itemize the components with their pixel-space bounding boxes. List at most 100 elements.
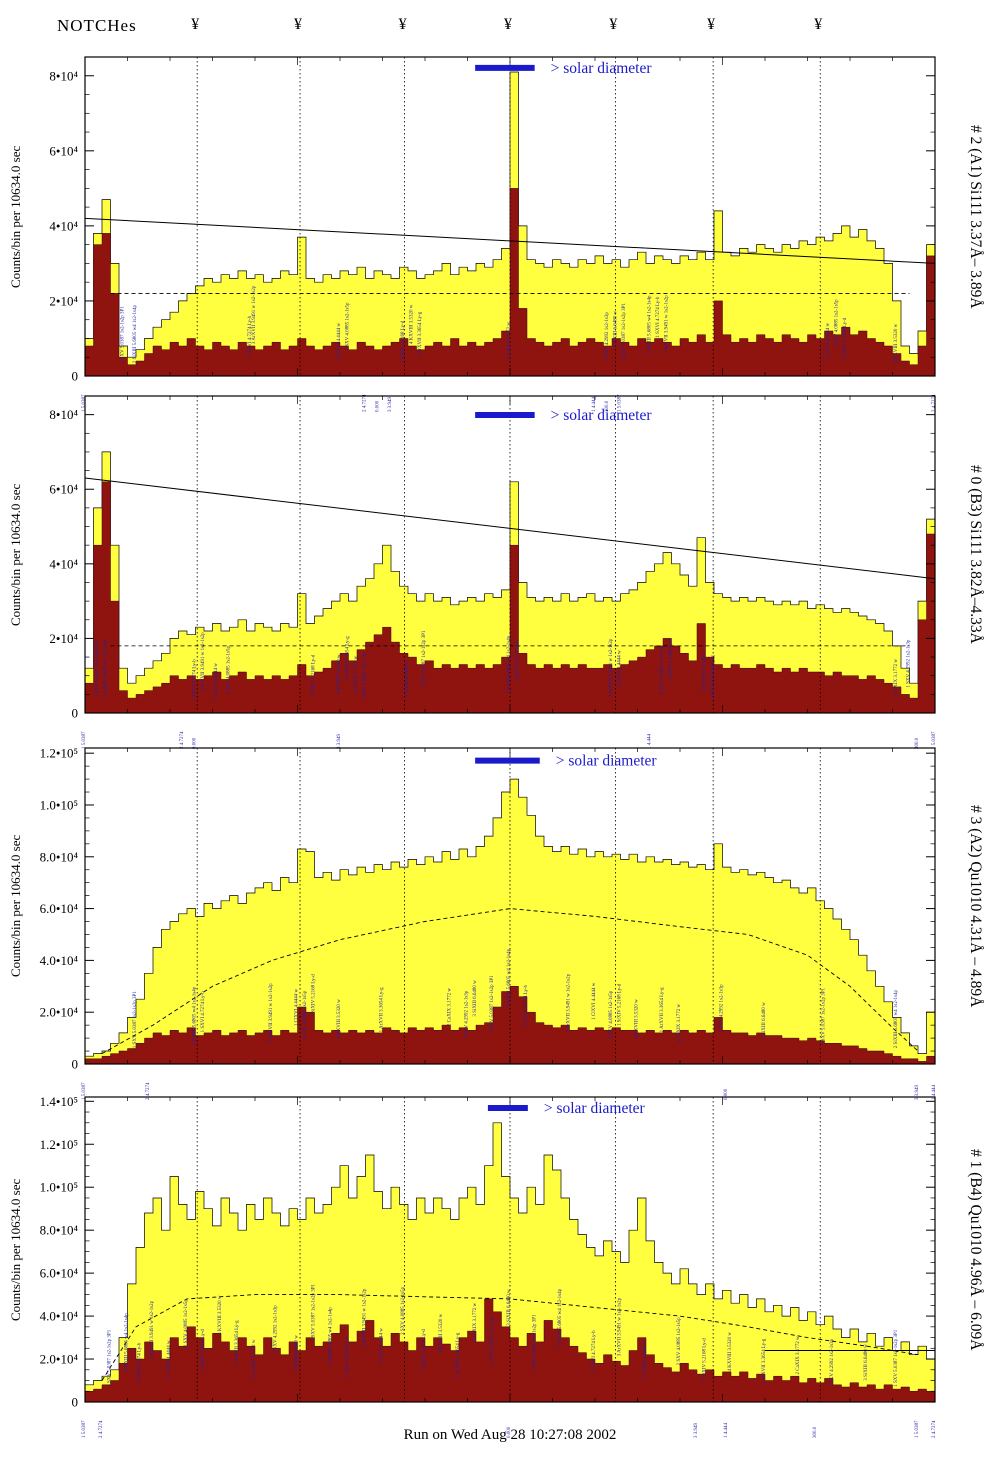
sub-axis-annotation: 2 4.7274 bbox=[99, 1420, 104, 1438]
line-id-annotation: 1 SXVI 4.7274 Ly-b bbox=[656, 296, 661, 338]
line-id-annotation: 2 CaXIX 3.1772 w bbox=[448, 988, 453, 1026]
line-id-annotation: 1 SXV 4.2992 1s2-1s3p bbox=[605, 312, 610, 360]
histogram-yellow-2 bbox=[84, 778, 936, 1065]
sub-axis-annotation: 300.0 bbox=[813, 1426, 818, 1438]
line-id-annotation: 3 SiXIII 6.6480 w bbox=[295, 1335, 300, 1372]
y-axis-title-3: Counts/bin per 10634.0 sec bbox=[8, 1178, 23, 1321]
line-id-annotation: 3 ArXVII 3.9491 w 1s2-1s2p bbox=[150, 1300, 155, 1359]
sub-axis-annotation: 2 4.7274 bbox=[180, 731, 185, 749]
line-id-annotation: 1 SXV 4.2992 1s2-1s3p bbox=[907, 639, 912, 687]
sub-axis-annotation: 0.000 bbox=[193, 737, 198, 749]
solar-diameter-label: > solar diameter bbox=[556, 753, 658, 770]
line-id-annotation: 1 ArXVII 3.3654 Ly-g bbox=[711, 655, 716, 700]
line-id-annotation: 3 SiXIII 6.6480 w bbox=[762, 1002, 767, 1039]
line-id-annotation: 4 KXVIII 3.5320 w bbox=[337, 654, 342, 694]
y-tick-label: 1.2•10⁵ bbox=[40, 1137, 78, 1152]
line-id-annotation: 3 ArXVII 3.9491 w 1s2-1s2p bbox=[618, 1297, 623, 1356]
envelope-curve bbox=[101, 908, 919, 1054]
line-id-annotation: 3 ArXVII 3.9491 w 1s2-1s2p bbox=[269, 983, 274, 1042]
line-id-annotation: 1 SXV 5.0387 1s2-1s2p 3P1 bbox=[822, 988, 827, 1045]
line-id-annotation: 2 SXV 4.0885 1s2-1s5p bbox=[303, 990, 308, 1038]
line-id-annotation: 1 SXV 4.2992 1s2-1s3p bbox=[273, 1305, 278, 1353]
line-id-annotation: 1 ClXVI 4.4444 w bbox=[618, 650, 623, 688]
line-id-annotation: 1 SiXIV 5.2168 Ly-d bbox=[703, 1338, 708, 1381]
notch-marker: ¥ bbox=[814, 16, 823, 33]
sub-axis-annotation: 2 4.7274 bbox=[146, 1082, 151, 1100]
line-id-annotation: 2 SiXIII 5.6805 w4 1s2-1s4p bbox=[507, 948, 512, 1007]
sub-axis-annotation: 1 4.444 bbox=[647, 734, 652, 750]
line-id-annotation: 2 CaXIX 3.1772 w bbox=[796, 1336, 801, 1374]
y-tick-label: 8•10⁴ bbox=[49, 407, 78, 422]
line-id-annotation: 1 SiXIV 5.2168 Ly-d bbox=[312, 974, 317, 1017]
line-id-annotation: 1 ClXVI 4.4444 w bbox=[592, 982, 597, 1020]
line-id-annotation: 1 ClXVI 4.4444 w bbox=[380, 1328, 385, 1366]
sub-axis-annotation: 0.000 bbox=[507, 1426, 512, 1438]
y-tick-label: 6•10⁴ bbox=[49, 143, 78, 158]
y-tick-label: 8.0•10⁴ bbox=[40, 849, 79, 864]
line-id-annotation: 2 SiXIII 5.6805 w4 1s2-1s4p bbox=[558, 1288, 563, 1347]
line-id-annotation: 1 SXVI 4.7274 Ly-b bbox=[201, 991, 206, 1033]
trend-line bbox=[84, 217, 936, 264]
notch-marker: ¥ bbox=[294, 16, 303, 33]
line-id-annotation: 4 KXVIII 3.5320 w bbox=[337, 999, 342, 1039]
y-tick-label: 0 bbox=[72, 369, 79, 384]
sub-axis-annotation: 300.0 bbox=[605, 400, 610, 412]
y-tick-label: 1.4•10⁵ bbox=[40, 1094, 78, 1109]
line-id-annotation: 1 SXV 5.0387 1s2-1s2p 3P1 bbox=[490, 975, 495, 1032]
line-id-annotation: 3 SiXIII 6.6480 w bbox=[473, 980, 478, 1017]
line-id-annotation: 3 SiXIII 6.6480 w bbox=[864, 1344, 869, 1381]
line-id-annotation: 2 SXV 4.0885 1s2-1s5p bbox=[660, 646, 665, 694]
line-id-annotation: 3 SiXIII 6.6480 w bbox=[507, 1289, 512, 1326]
sub-axis-annotation: 1 5.0387 bbox=[915, 1420, 920, 1438]
panel-3-right-label: # 1 (B4) Qu1010 4.96Å – 6.09Å bbox=[967, 1148, 984, 1351]
y-tick-label: 0 bbox=[72, 706, 79, 721]
y-tick-label: 2•10⁴ bbox=[49, 631, 78, 646]
run-timestamp: Run on Wed Aug 28 10:27:08 2002 bbox=[403, 1427, 617, 1443]
sub-axis-annotation: 1 4.444 bbox=[724, 1423, 729, 1439]
envelope-curve bbox=[101, 1294, 919, 1381]
solar-diameter-label: > solar diameter bbox=[544, 1100, 646, 1117]
notch-marker: ¥ bbox=[398, 16, 407, 33]
sub-axis-annotation: 1 5.0387 bbox=[932, 731, 937, 749]
sub-axis-annotation: 3 3.949 bbox=[337, 734, 342, 750]
line-id-annotation: 1 ClXVI 4.4444 w bbox=[826, 322, 831, 360]
line-id-annotation: 2 SiXIII 5.6805 w4 1s2-1s4p bbox=[894, 990, 899, 1049]
line-id-annotation: 4 KXVIII 3.5320 w bbox=[728, 1332, 733, 1372]
sub-axis-annotation: 1 5.0387 bbox=[618, 394, 623, 412]
spectrum-panel-2: 0 2.0•10⁴ 4.0•10⁴ 6.0•10⁴ 8.0•10⁴ 1.0•10⁵ 1.2•… bbox=[40, 746, 937, 1100]
line-id-annotation: 1 SiXIV 5.2168 Ly-d bbox=[669, 638, 674, 681]
y-tick-label: 6•10⁴ bbox=[49, 482, 78, 497]
line-id-annotation: 1 SXV 4.2992 1s2-1s3p bbox=[363, 652, 368, 700]
line-id-annotation: 1 SXVI 4.7274 Ly-b bbox=[193, 659, 198, 701]
sub-axis-annotation: 0.000 bbox=[375, 400, 380, 412]
line-id-annotation: 2 SXV 4.0885 1s2-1s5p bbox=[346, 302, 351, 350]
sub-axis-annotation: 300.0 bbox=[915, 737, 920, 749]
line-id-annotation: 1 SXVI 4.7274 Ly-b bbox=[524, 984, 529, 1026]
line-id-annotation: 4 KXVIII 3.5320 w bbox=[218, 1295, 223, 1335]
line-id-annotation: 2 SiXIII 5.6805 w4 1s2-1s4p bbox=[329, 1307, 334, 1366]
line-id-annotation: 3 SiXIII 6.6480 w bbox=[405, 660, 410, 697]
line-id-annotation: 3 SiXIII 6.6480 w bbox=[613, 311, 618, 348]
line-id-annotation: 1 ArXVII 3.3654 Ly-g bbox=[346, 636, 351, 681]
line-id-annotation: 2 SXV 4.0885 1s2-1s5p bbox=[677, 1317, 682, 1365]
line-id-annotation: 2 CaXIX 3.1772 w bbox=[354, 656, 359, 694]
y-tick-label: 4.0•10⁴ bbox=[40, 953, 79, 968]
y-tick-label: 2•10⁴ bbox=[49, 293, 78, 308]
line-id-annotation: 1 SXVI 4.7274 Ly-b bbox=[592, 1330, 597, 1372]
line-id-annotation: 1 SXV 5.0387 1s2-1s2p 3P1 bbox=[108, 1329, 113, 1386]
line-id-annotation: 2 SXV 4.0885 1s2-1s5p bbox=[227, 646, 232, 694]
line-id-annotation: 1 SXV 5.0387 1s2-1s2p 3P1 bbox=[312, 1284, 317, 1341]
y-axis-title-2: Counts/bin per 10634.0 sec bbox=[8, 834, 23, 978]
y-tick-label: 4•10⁴ bbox=[49, 218, 78, 233]
y-tick-label: 6.0•10⁴ bbox=[40, 901, 79, 916]
line-id-annotation: 3 ArXVII 3.9491 w 1s2-1s2p bbox=[363, 1288, 368, 1347]
line-id-annotation: 2 SXV 4.0885 1s2-1s5p bbox=[401, 1286, 406, 1334]
notches-label: NOTCHes bbox=[57, 16, 137, 35]
line-id-annotation: 1 ArXVII 3.3654 Ly-g bbox=[235, 1320, 240, 1365]
line-id-annotation: 1 ClXVI 4.4444 w bbox=[643, 1340, 648, 1378]
sub-axis-annotation: 1 5.0387 bbox=[82, 731, 87, 749]
y-tick-label: 1.0•10⁵ bbox=[40, 797, 78, 812]
line-id-annotation: 1 SXV 5.0387 1s2-1s2p 3P1 bbox=[422, 630, 427, 687]
